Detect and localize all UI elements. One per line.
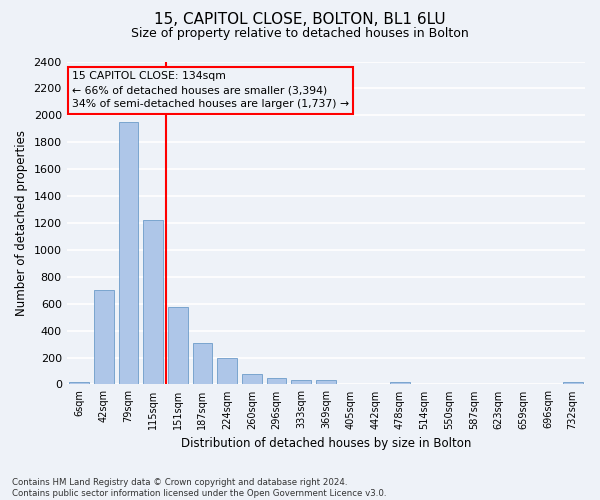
Text: 15 CAPITOL CLOSE: 134sqm
← 66% of detached houses are smaller (3,394)
34% of sem: 15 CAPITOL CLOSE: 134sqm ← 66% of detach… <box>72 71 349 109</box>
Bar <box>168 307 188 384</box>
Bar <box>69 382 89 384</box>
Text: Contains HM Land Registry data © Crown copyright and database right 2024.
Contai: Contains HM Land Registry data © Crown c… <box>12 478 386 498</box>
Bar <box>242 374 262 384</box>
Bar <box>291 380 311 384</box>
Bar <box>316 380 336 384</box>
Text: 15, CAPITOL CLOSE, BOLTON, BL1 6LU: 15, CAPITOL CLOSE, BOLTON, BL1 6LU <box>154 12 446 28</box>
Bar <box>217 358 237 384</box>
Bar <box>266 378 286 384</box>
Bar <box>119 122 138 384</box>
Bar <box>193 344 212 384</box>
Bar <box>143 220 163 384</box>
Bar <box>563 382 583 384</box>
Text: Size of property relative to detached houses in Bolton: Size of property relative to detached ho… <box>131 28 469 40</box>
Bar <box>390 382 410 384</box>
Y-axis label: Number of detached properties: Number of detached properties <box>15 130 28 316</box>
Bar <box>94 290 113 384</box>
X-axis label: Distribution of detached houses by size in Bolton: Distribution of detached houses by size … <box>181 437 471 450</box>
